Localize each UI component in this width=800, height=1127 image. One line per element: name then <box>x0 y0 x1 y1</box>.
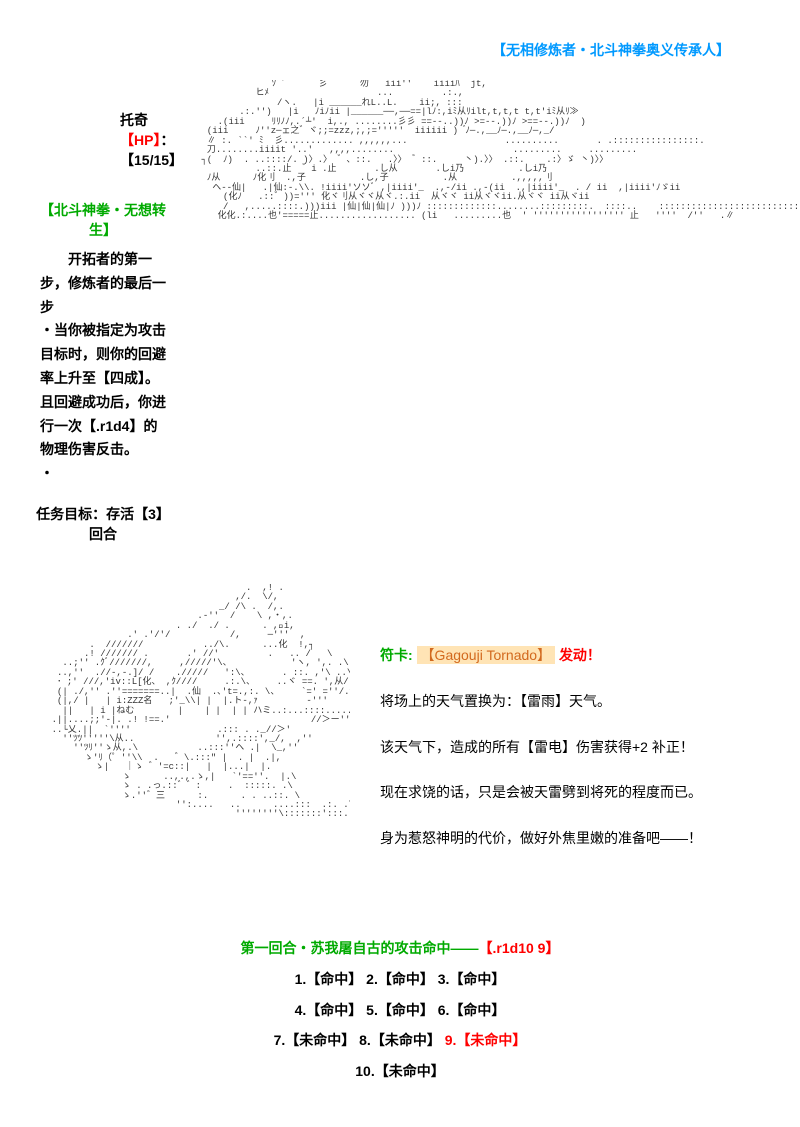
spell-name: 【Gagouji Tornado】 <box>417 646 555 664</box>
spell-desc3: 现在求饶的话，只是会被天雷劈到将死的程度而已。 <box>380 781 770 805</box>
miss-row: 7.【未命中】 8.【未命中】 9.【未命中】 <box>30 1025 770 1056</box>
miss-prefix: 7.【未命中】 8.【未命中】 <box>274 1032 445 1048</box>
skill-description: 开拓者的第一步，修炼者的最后一步 ・当你被指定为攻击目标时，则你的回避率上升至【… <box>30 248 176 486</box>
character-hp-line: 托奇 【HP】：【15/15】 <box>30 110 176 170</box>
spell-activate: 发动！ <box>559 647 601 663</box>
round-title: 第一回合・苏我屠自古的攻击命中——【.r1d10 9】 <box>30 933 770 964</box>
spell-desc4: 身为惹怒神明的代价，做好外焦里嫩的准备吧——！ <box>380 827 770 851</box>
round-title-red: 【.r1d10 9】 <box>479 940 560 956</box>
task-line: 任务目标：存活【3】回合 <box>30 504 176 544</box>
mid-section: . ,! . ,/. \/, _/ /\ . /,. .-'' / \ ,・,.… <box>30 584 770 873</box>
character-name: 托奇 <box>120 112 148 128</box>
spell-prefix: 符卡: <box>380 647 413 663</box>
miss-highlight: 9.【未命中】 <box>445 1032 527 1048</box>
spell-desc2: 该天气下，造成的所有【雷电】伤害获得+2 补正！ <box>380 736 770 760</box>
skill-line1: 开拓者的第一步，修炼者的最后一步 <box>40 248 166 319</box>
hit-row-2: 4.【命中】 5.【命中】 6.【命中】 <box>30 995 770 1026</box>
spell-desc1: 将场上的天气置换为：【雷雨】天气。 <box>380 690 770 714</box>
ascii-art-1: ｿﾞ´ 彡 勿 iii'' iiiiﾊ jt, ヒﾒ ... .:., /ヽ. … <box>196 80 800 222</box>
round-title-green: 第一回合・苏我屠自古的攻击命中—— <box>241 940 479 956</box>
spell-card-line: 符卡: 【Gagouji Tornado】 发动！ <box>380 644 770 668</box>
task-label: 任务目标： <box>36 506 106 522</box>
miss-last-row: 10.【未命中】 <box>30 1056 770 1087</box>
skill-title: 【北斗神拳・无想转生】 <box>30 200 176 240</box>
skill-line2: ・当你被指定为攻击目标时，则你的回避率上升至【四成】。且回避成功后，你进行一次【… <box>40 322 166 457</box>
ascii-art-1-column: ｿﾞ´ 彡 勿 iii'' iiiiﾊ jt, ヒﾒ ... .:., /ヽ. … <box>196 80 800 544</box>
ascii-art-2: . ,! . ,/. \/, _/ /\ . /,. .-'' / \ ,・,.… <box>30 584 350 820</box>
top-section: 托奇 【HP】：【15/15】 【北斗神拳・无想转生】 开拓者的第一步，修炼者的… <box>30 80 770 544</box>
round-section: 第一回合・苏我屠自古的攻击命中——【.r1d10 9】 1.【命中】 2.【命中… <box>30 933 770 1087</box>
spell-info-column: 符卡: 【Gagouji Tornado】 发动！ 将场上的天气置换为：【雷雨】… <box>380 584 770 873</box>
character-info-column: 托奇 【HP】：【15/15】 【北斗神拳・无想转生】 开拓者的第一步，修炼者的… <box>30 80 176 544</box>
hp-label: 【HP】 <box>120 132 160 148</box>
skill-line3: ・ <box>40 465 54 481</box>
hit-row-1: 1.【命中】 2.【命中】 3.【命中】 <box>30 964 770 995</box>
ascii-art-2-column: . ,! . ,/. \/, _/ /\ . /,. .-'' / \ ,・,.… <box>30 584 350 873</box>
header-title: 【无相修炼者・北斗神拳奥义传承人】 <box>30 40 730 60</box>
